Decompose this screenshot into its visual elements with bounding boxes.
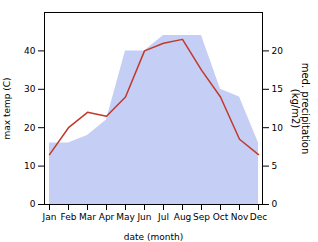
svg-text:Apr: Apr [99, 212, 115, 222]
svg-text:Aug: Aug [174, 212, 192, 222]
svg-text:Mar: Mar [79, 212, 96, 222]
svg-text:Oct: Oct [213, 212, 229, 222]
svg-text:Jan: Jan [42, 212, 57, 222]
svg-text:Sep: Sep [193, 212, 210, 222]
svg-text:0: 0 [272, 199, 278, 209]
svg-text:date (month): date (month) [124, 232, 183, 242]
svg-text:May: May [116, 212, 135, 222]
svg-text:max temp (C): max temp (C) [2, 77, 12, 139]
svg-text:10: 10 [24, 161, 36, 171]
svg-text:10: 10 [272, 123, 284, 133]
svg-text:Dec: Dec [250, 212, 267, 222]
svg-text:Jul: Jul [157, 212, 169, 222]
svg-text:20: 20 [272, 46, 284, 56]
svg-text:Feb: Feb [61, 212, 77, 222]
svg-text:40: 40 [24, 46, 36, 56]
svg-text:med. precipitation(kg/m2): med. precipitation(kg/m2) [290, 63, 311, 155]
svg-text:0: 0 [30, 199, 36, 209]
svg-text:20: 20 [24, 123, 36, 133]
svg-text:30: 30 [24, 84, 36, 94]
svg-text:15: 15 [272, 84, 283, 94]
svg-text:Jun: Jun [136, 212, 151, 222]
svg-text:Nov: Nov [231, 212, 249, 222]
svg-text:5: 5 [272, 161, 278, 171]
